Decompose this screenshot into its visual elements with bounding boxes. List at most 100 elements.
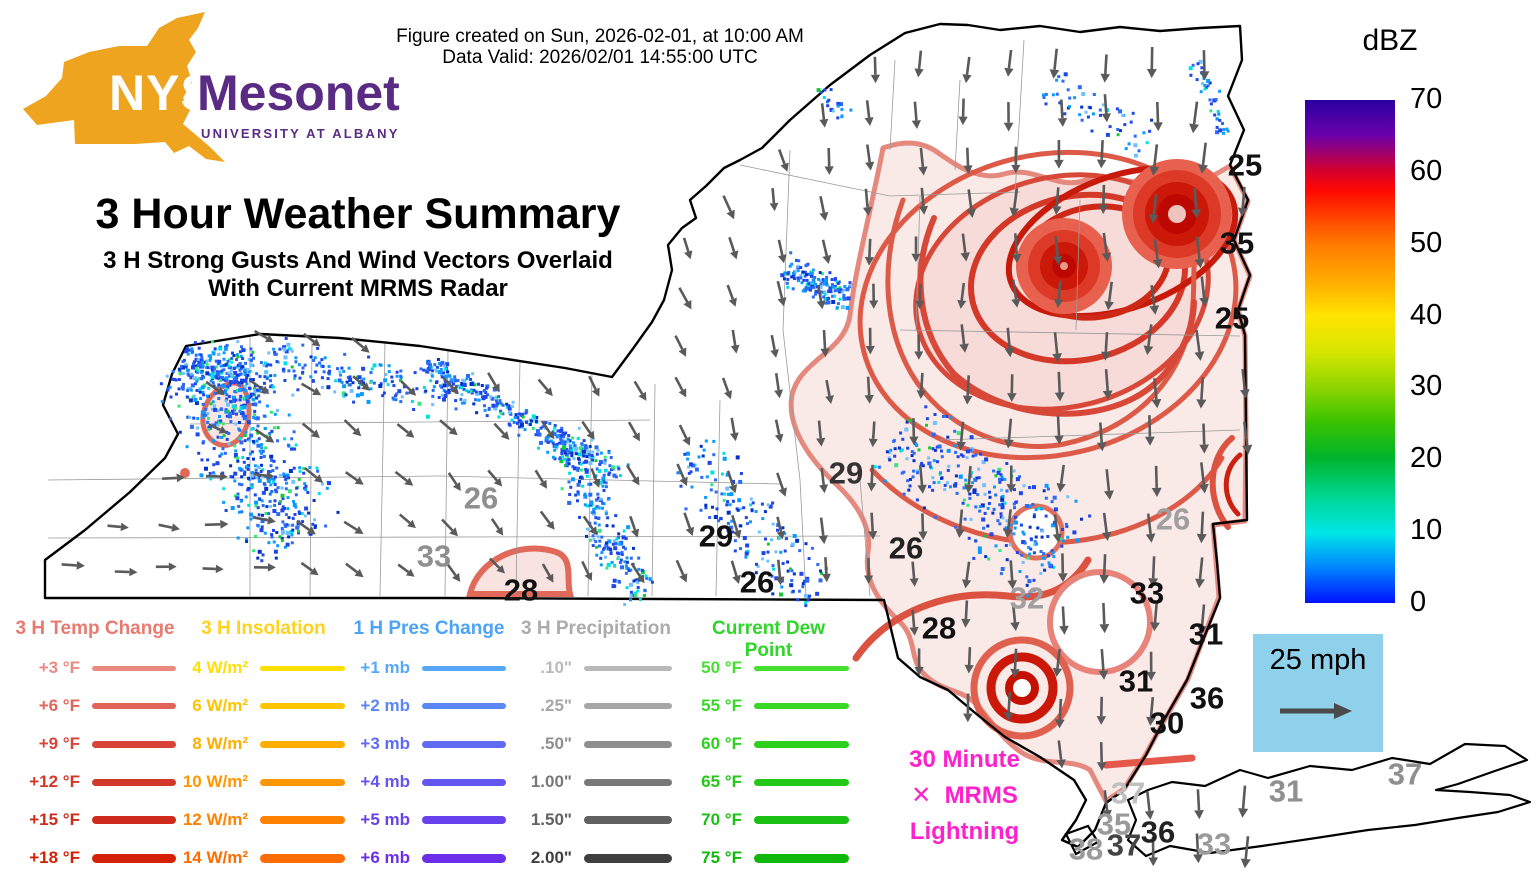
legend-row-label: 14 W/m² bbox=[182, 848, 248, 868]
legend-line-sample bbox=[754, 779, 849, 786]
legend-line-sample bbox=[92, 854, 176, 863]
wind-arrow bbox=[676, 377, 687, 397]
wind-arrow bbox=[677, 560, 688, 582]
legend-line-sample bbox=[422, 816, 506, 824]
wind-arrow bbox=[397, 424, 414, 438]
legend-line-sample bbox=[92, 816, 176, 824]
page-title: 3 Hour Weather Summary bbox=[38, 190, 678, 239]
legend-row-label: 55 °F bbox=[688, 696, 742, 716]
wind-arrow bbox=[865, 145, 874, 171]
wind-arrow bbox=[442, 520, 458, 537]
legend-line-sample bbox=[260, 741, 345, 748]
wind-arrow bbox=[779, 150, 789, 172]
lightning-line2: ✕ MRMS bbox=[872, 778, 1057, 814]
lightning-mrms-text: MRMS bbox=[945, 782, 1018, 809]
legend-row-label: 60 °F bbox=[688, 734, 742, 754]
wind-arrow bbox=[1189, 102, 1199, 134]
wind-arrow bbox=[959, 99, 968, 126]
gust-label: 33 bbox=[1130, 576, 1164, 611]
legend-row-label: .25" bbox=[520, 696, 572, 716]
wind-arrow bbox=[729, 237, 738, 259]
colorbar-tick: 20 bbox=[1410, 442, 1490, 475]
logo-university-text: UNIVERSITY AT ALBANY bbox=[201, 126, 400, 141]
legend-row-label: .10" bbox=[520, 658, 572, 678]
gust-label: 30 bbox=[1150, 706, 1184, 741]
legend-row-label: +15 °F bbox=[14, 810, 80, 830]
wind-arrow bbox=[536, 470, 547, 488]
legend-row: 2.00" bbox=[520, 839, 672, 877]
legend-row: 70 °F bbox=[688, 801, 849, 839]
wind-arrow bbox=[914, 51, 923, 78]
wind-arrow bbox=[115, 568, 138, 577]
gust-label: 36 bbox=[1190, 681, 1224, 716]
gust-label: 26 bbox=[464, 481, 498, 516]
wind-arrow bbox=[346, 564, 364, 578]
legend-row: 60 °F bbox=[688, 725, 849, 763]
wind-arrow bbox=[1194, 789, 1204, 819]
wind-arrow bbox=[723, 378, 732, 399]
colorbar-tick: 0 bbox=[1410, 586, 1490, 619]
legend-header: Current Dew Point bbox=[688, 618, 849, 649]
wind-arrow bbox=[396, 472, 414, 486]
wind-arrow bbox=[730, 418, 739, 441]
legend-row: 6 W/m² bbox=[182, 687, 345, 725]
wind-arrow bbox=[1050, 49, 1060, 79]
wind-arrow bbox=[684, 238, 692, 259]
wind-arrow bbox=[1101, 54, 1111, 82]
wind-arrow bbox=[629, 422, 640, 441]
wind-arrow bbox=[1238, 786, 1248, 818]
wind-arrow bbox=[584, 516, 598, 535]
legend-row: +3 mb bbox=[352, 725, 506, 763]
legend-row-label: 70 °F bbox=[688, 810, 742, 830]
legend-header: 3 H Insolation bbox=[182, 618, 345, 649]
gust-label: 25 bbox=[1215, 301, 1249, 336]
legend-row: +9 °F bbox=[14, 725, 176, 763]
legend-row-label: 12 W/m² bbox=[182, 810, 248, 830]
wind-arrow bbox=[254, 516, 276, 524]
wind-arrow bbox=[775, 420, 784, 443]
legend-row: 4 W/m² bbox=[182, 649, 345, 687]
gust-label: 28 bbox=[922, 611, 956, 646]
legend-header: 3 H Temp Change bbox=[14, 618, 176, 649]
wind-arrow bbox=[205, 520, 229, 529]
legend-line-sample bbox=[754, 854, 849, 863]
wind-arrow bbox=[627, 465, 639, 485]
legend-row-label: +1 mb bbox=[352, 658, 410, 678]
logo-mesonet-text: Mesonet bbox=[197, 64, 400, 122]
legend-header: 1 H Pres Change bbox=[352, 618, 506, 649]
legend-row: +18 °F bbox=[14, 839, 176, 877]
lightning-line3: Lightning bbox=[872, 814, 1057, 850]
legend-row: 14 W/m² bbox=[182, 839, 345, 877]
legend-row-label: +2 mb bbox=[352, 696, 410, 716]
wind-arrow bbox=[819, 518, 828, 544]
wind-arrow bbox=[679, 288, 691, 310]
legend-row: 1.50" bbox=[520, 801, 672, 839]
legend-line-sample bbox=[92, 741, 176, 748]
gust-label: 28 bbox=[504, 573, 538, 608]
wind-arrow bbox=[770, 188, 779, 211]
gust-label: 33 bbox=[1197, 827, 1231, 862]
gust-label: 29 bbox=[829, 456, 863, 491]
legend-row-label: +9 °F bbox=[14, 734, 80, 754]
wind-arrow bbox=[822, 557, 831, 582]
wind-arrow bbox=[676, 336, 687, 357]
wind-arrow bbox=[962, 57, 971, 83]
gust-label: 25 bbox=[1228, 148, 1262, 183]
data-valid-text: Data Valid: 2026/02/01 14:55:00 UTC bbox=[300, 47, 900, 68]
wind-arrow bbox=[156, 563, 177, 571]
wind-arrow bbox=[819, 196, 828, 221]
legend-line-sample bbox=[754, 741, 849, 748]
colorbar-tick: 30 bbox=[1410, 370, 1490, 403]
wind-arrow bbox=[159, 523, 180, 531]
wind-arrow bbox=[539, 380, 553, 397]
legend-row: +1 mb bbox=[352, 649, 506, 687]
legend-row-label: 1.00" bbox=[520, 772, 572, 792]
wind-arrow bbox=[401, 381, 416, 396]
gust-label: 26 bbox=[889, 531, 923, 566]
legend-line-sample bbox=[754, 816, 849, 824]
legend-line-sample bbox=[422, 854, 506, 863]
legend-line-sample bbox=[260, 779, 345, 786]
legend-line-sample bbox=[584, 779, 672, 786]
wind-arrow bbox=[724, 196, 735, 220]
wind-arrow bbox=[582, 562, 592, 582]
